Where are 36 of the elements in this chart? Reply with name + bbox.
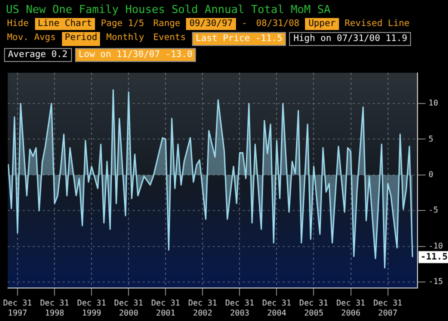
x-tick-label: Dec 31 2003 [225, 298, 254, 318]
text: High on 07/31/00 11.9 [289, 32, 412, 46]
text: Low on 11/30/07 -13.0 [74, 48, 196, 62]
y-tick-label: 5 [428, 134, 434, 144]
text: Mov. Avgs [6, 32, 57, 45]
x-tick-label: Dec 31 2001 [151, 298, 180, 318]
text: Range [152, 18, 182, 30]
x-tick-label: Dec 31 2000 [114, 298, 144, 318]
annotation: -11.5 [420, 252, 448, 262]
text: Average 0.2 [4, 48, 72, 62]
x-tick-label: Dec 31 2002 [188, 298, 218, 318]
x-tick-label: Dec 31 2006 [336, 298, 366, 318]
y-tick-label: 0 [428, 170, 434, 180]
text: Monthly [105, 32, 146, 45]
text: Page 1/5 [100, 18, 146, 30]
x-tick-label: Dec 31 2007 [373, 298, 402, 318]
text: 08/31/08 [255, 18, 300, 30]
text: Line Chart [34, 18, 95, 30]
text: Period [62, 32, 100, 46]
text: 09/30/97 [186, 18, 236, 30]
x-tick-label: Dec 31 1999 [77, 298, 106, 318]
x-tick-label: Dec 31 2004 [262, 298, 292, 318]
y-tick-label: 10 [428, 98, 438, 108]
y-tick-label: -5 [428, 206, 438, 215]
x-tick-label: Dec 31 1998 [40, 298, 70, 318]
text: Revised Line [344, 18, 411, 30]
text: Hide [6, 18, 30, 30]
y-tick-label: -10 [428, 241, 444, 250]
text: Events [152, 32, 187, 45]
text: Last Price -11.5 [192, 32, 286, 46]
text: Upper [305, 18, 339, 30]
x-tick-label: Dec 31 1997 [3, 298, 32, 318]
chart-title: US New One Family Houses Sold Annual Total MoM SA [5, 2, 332, 18]
x-tick-label: Dec 31 2005 [299, 298, 328, 318]
text: - [240, 18, 248, 30]
y-tick-label: -15 [428, 277, 444, 286]
